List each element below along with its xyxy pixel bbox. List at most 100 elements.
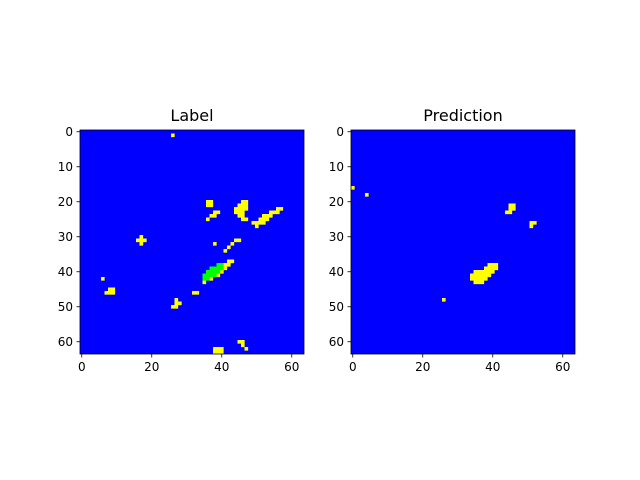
label-y-tick-label: 10 — [58, 160, 73, 174]
label-cell — [237, 214, 242, 218]
label-cell — [230, 259, 235, 264]
panel-label-cells — [79, 129, 305, 355]
label-cell — [213, 270, 217, 274]
label-cell — [111, 287, 116, 292]
label-cell — [136, 238, 140, 243]
label-cell — [237, 210, 242, 215]
label-cell — [206, 203, 210, 208]
label-cell — [209, 277, 214, 281]
label-cell — [237, 238, 242, 243]
prediction-cell — [365, 193, 369, 197]
label-cell — [216, 350, 221, 355]
prediction-cell — [487, 263, 492, 267]
prediction-cell — [487, 273, 492, 278]
label-cell — [178, 301, 182, 306]
label-cell — [216, 266, 221, 271]
prediction-cell — [477, 270, 481, 274]
label-cell — [139, 238, 144, 243]
label-cell — [269, 214, 273, 218]
label-cell — [209, 273, 214, 278]
label-cell — [213, 242, 217, 246]
label-cell — [220, 347, 224, 351]
label-cell — [202, 273, 207, 278]
label-cell — [192, 291, 196, 295]
panel-label-title: Label — [170, 106, 213, 125]
label-cell — [272, 210, 277, 215]
label-cell — [227, 245, 231, 250]
label-cell — [255, 221, 259, 225]
label-cell — [241, 340, 245, 344]
label-cell — [241, 203, 245, 208]
label-cell — [174, 298, 179, 302]
label-cell — [206, 273, 210, 278]
label-cell — [108, 287, 112, 292]
prediction-y-tick-label: 30 — [329, 230, 344, 244]
prediction-cell — [480, 280, 485, 285]
prediction-y-tick-label: 60 — [329, 335, 344, 349]
prediction-y-tick-label: 10 — [329, 160, 344, 174]
label-cell — [213, 266, 217, 271]
prediction-cell — [491, 263, 495, 267]
label-y-tick-label: 30 — [58, 230, 73, 244]
prediction-cell — [508, 207, 513, 211]
label-cell — [227, 263, 231, 267]
prediction-cell — [473, 270, 478, 274]
prediction-cell — [487, 266, 492, 271]
label-cell — [262, 214, 266, 218]
label-cell — [213, 273, 217, 278]
prediction-cell — [508, 203, 513, 208]
prediction-cell — [480, 270, 485, 274]
prediction-y-tick-label: 50 — [329, 300, 344, 314]
label-cell — [209, 214, 214, 218]
label-cell — [251, 221, 256, 225]
prediction-cell — [351, 186, 355, 190]
label-y-tick-label: 60 — [58, 335, 73, 349]
label-y-tick-label: 0 — [65, 125, 73, 139]
label-cell — [216, 270, 221, 274]
prediction-cell — [484, 266, 488, 271]
label-cell — [108, 291, 112, 295]
label-cell — [213, 210, 217, 215]
label-cell — [220, 270, 224, 274]
prediction-cell — [477, 273, 481, 278]
prediction-cell — [473, 277, 478, 281]
label-cell — [223, 263, 228, 267]
prediction-cell — [484, 270, 488, 274]
label-cell — [216, 210, 221, 215]
label-x-tick-label: 20 — [144, 360, 159, 374]
label-cell — [265, 214, 270, 218]
label-cell — [171, 305, 175, 309]
label-cell — [223, 266, 228, 271]
panel-prediction: Prediction 0 20 40 60 0 10 20 30 40 50 60 — [329, 106, 576, 374]
prediction-x-tick-label: 0 — [349, 360, 357, 374]
label-cell — [244, 217, 249, 222]
label-cell — [216, 347, 221, 351]
prediction-cell — [512, 203, 516, 208]
panel-label: Label 0 20 40 60 0 10 20 30 40 50 60 — [58, 106, 305, 374]
prediction-cell — [480, 273, 485, 278]
prediction-cell — [512, 207, 516, 211]
label-cell — [258, 217, 263, 222]
label-cell — [139, 235, 144, 239]
label-cell — [255, 224, 259, 229]
label-cell — [139, 242, 144, 246]
label-cell — [209, 266, 214, 271]
prediction-cell — [470, 277, 474, 281]
label-cell — [206, 270, 210, 274]
label-cell — [262, 217, 266, 222]
label-y-tick-label: 40 — [58, 265, 73, 279]
label-cell — [174, 305, 179, 309]
prediction-x-tick-label: 40 — [485, 360, 500, 374]
label-cell — [244, 207, 249, 211]
label-cell — [209, 270, 214, 274]
prediction-cell — [480, 277, 485, 281]
label-cell — [244, 203, 249, 208]
label-cell — [220, 350, 224, 355]
prediction-cell — [505, 210, 509, 215]
label-y-tick-label: 50 — [58, 300, 73, 314]
label-cell — [104, 291, 109, 295]
label-cell — [171, 133, 175, 138]
label-cell — [220, 266, 224, 271]
label-cell — [206, 217, 210, 222]
